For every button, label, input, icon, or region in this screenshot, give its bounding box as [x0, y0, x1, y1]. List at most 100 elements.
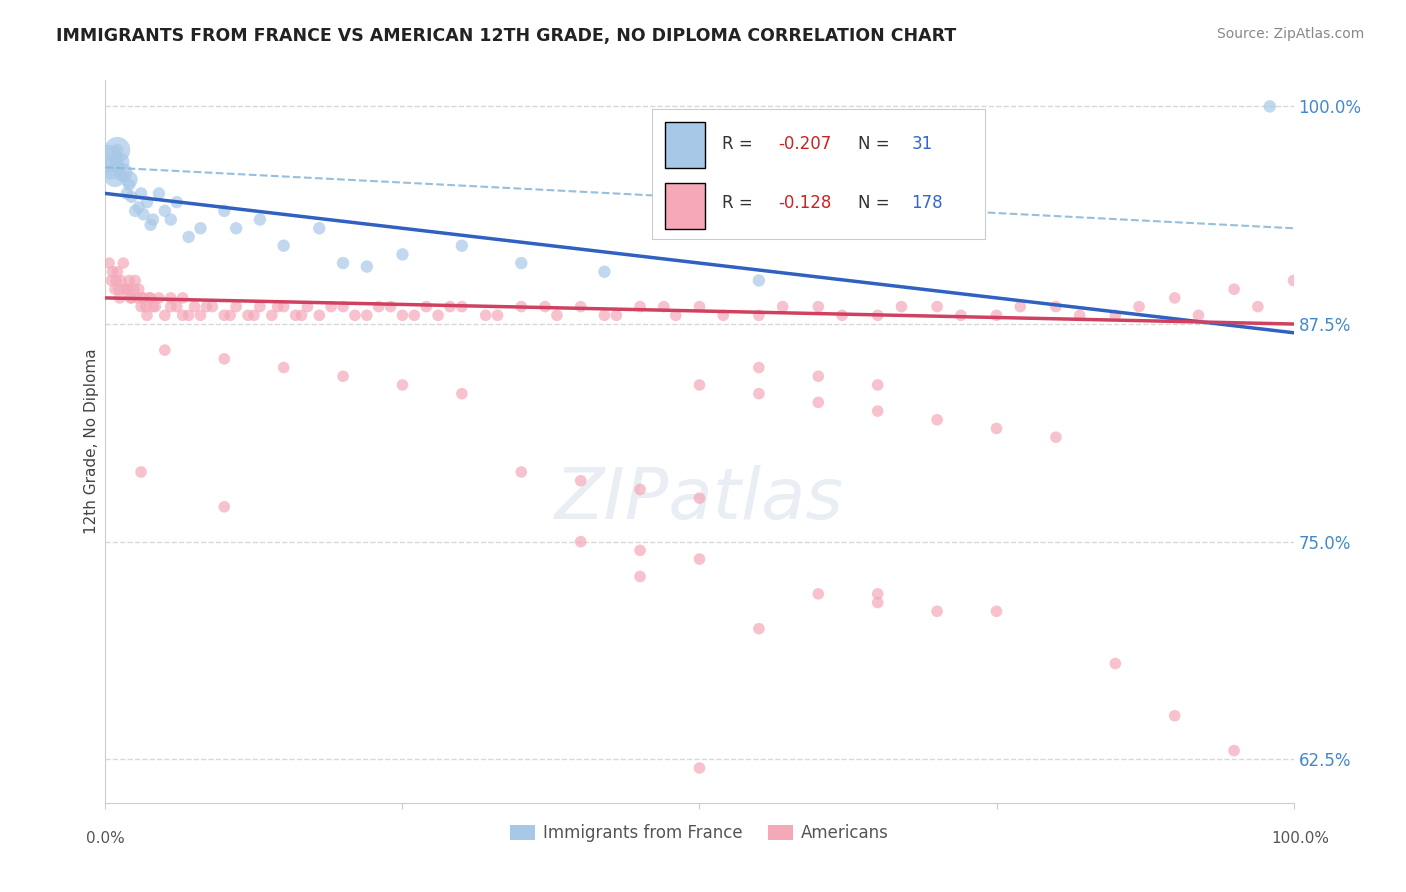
Point — [177, 230, 200, 244]
Point — [534, 300, 557, 314]
Point — [104, 169, 127, 183]
Point — [201, 300, 224, 314]
Point — [118, 178, 141, 192]
Point — [332, 369, 354, 384]
Point — [321, 300, 343, 314]
Point — [748, 386, 770, 401]
Point — [605, 308, 627, 322]
Point — [273, 238, 295, 252]
Point — [172, 291, 194, 305]
Point — [273, 300, 295, 314]
Point — [115, 282, 138, 296]
Point — [121, 190, 143, 204]
Point — [129, 465, 152, 479]
Text: 100.0%: 100.0% — [1271, 831, 1330, 846]
Point — [332, 256, 354, 270]
Point — [98, 256, 121, 270]
Point — [949, 308, 972, 322]
Point — [866, 308, 889, 322]
Point — [105, 143, 128, 157]
Point — [128, 282, 150, 296]
Point — [122, 282, 145, 296]
Point — [249, 212, 271, 227]
Point — [121, 291, 143, 305]
Point — [890, 300, 912, 314]
Point — [546, 308, 568, 322]
Point — [652, 300, 675, 314]
Point — [183, 300, 205, 314]
Point — [1045, 430, 1067, 444]
Point — [986, 604, 1008, 618]
Point — [190, 308, 212, 322]
Point — [391, 308, 413, 322]
Point — [866, 378, 889, 392]
Point — [1164, 708, 1187, 723]
Point — [1223, 743, 1246, 757]
Point — [689, 300, 711, 314]
Point — [166, 195, 188, 210]
Point — [273, 360, 295, 375]
Point — [593, 308, 616, 322]
Point — [159, 291, 181, 305]
Point — [143, 300, 166, 314]
Point — [1104, 308, 1126, 322]
Point — [1045, 300, 1067, 314]
Point — [124, 273, 146, 287]
Point — [225, 300, 247, 314]
Point — [177, 308, 200, 322]
Point — [772, 300, 794, 314]
Point — [129, 186, 152, 201]
Point — [195, 300, 218, 314]
Point — [1223, 282, 1246, 296]
Point — [308, 221, 330, 235]
Point — [107, 282, 129, 296]
Point — [569, 534, 592, 549]
Point — [450, 300, 472, 314]
Point — [214, 351, 236, 366]
Point — [986, 421, 1008, 435]
Point — [112, 256, 135, 270]
Point — [925, 604, 948, 618]
Point — [1010, 300, 1032, 314]
Point — [711, 308, 734, 322]
Point — [831, 308, 853, 322]
Point — [117, 282, 139, 296]
Point — [689, 552, 711, 566]
Text: IMMIGRANTS FROM FRANCE VS AMERICAN 12TH GRADE, NO DIPLOMA CORRELATION CHART: IMMIGRANTS FROM FRANCE VS AMERICAN 12TH … — [56, 27, 956, 45]
Point — [866, 587, 889, 601]
Point — [108, 161, 131, 175]
Point — [569, 474, 592, 488]
Point — [748, 360, 770, 375]
Point — [142, 212, 165, 227]
Point — [450, 386, 472, 401]
Point — [1164, 291, 1187, 305]
Text: ZIPatlas: ZIPatlas — [555, 465, 844, 533]
Point — [986, 308, 1008, 322]
Point — [343, 308, 366, 322]
Legend: Immigrants from France, Americans: Immigrants from France, Americans — [503, 817, 896, 848]
Point — [427, 308, 450, 322]
Point — [120, 291, 142, 305]
Point — [153, 343, 176, 358]
Point — [105, 273, 128, 287]
Text: 0.0%: 0.0% — [86, 831, 125, 846]
Point — [118, 273, 141, 287]
Point — [593, 265, 616, 279]
Point — [267, 300, 290, 314]
Y-axis label: 12th Grade, No Diploma: 12th Grade, No Diploma — [83, 349, 98, 534]
Point — [118, 172, 141, 186]
Point — [510, 465, 533, 479]
Point — [628, 483, 651, 497]
Point — [689, 491, 711, 505]
Point — [129, 300, 152, 314]
Point — [308, 308, 330, 322]
Point — [100, 273, 122, 287]
Point — [1128, 300, 1150, 314]
Point — [114, 282, 136, 296]
Point — [356, 260, 378, 274]
Point — [510, 300, 533, 314]
Point — [748, 308, 770, 322]
Point — [391, 247, 413, 261]
Point — [166, 300, 188, 314]
Point — [1187, 308, 1209, 322]
